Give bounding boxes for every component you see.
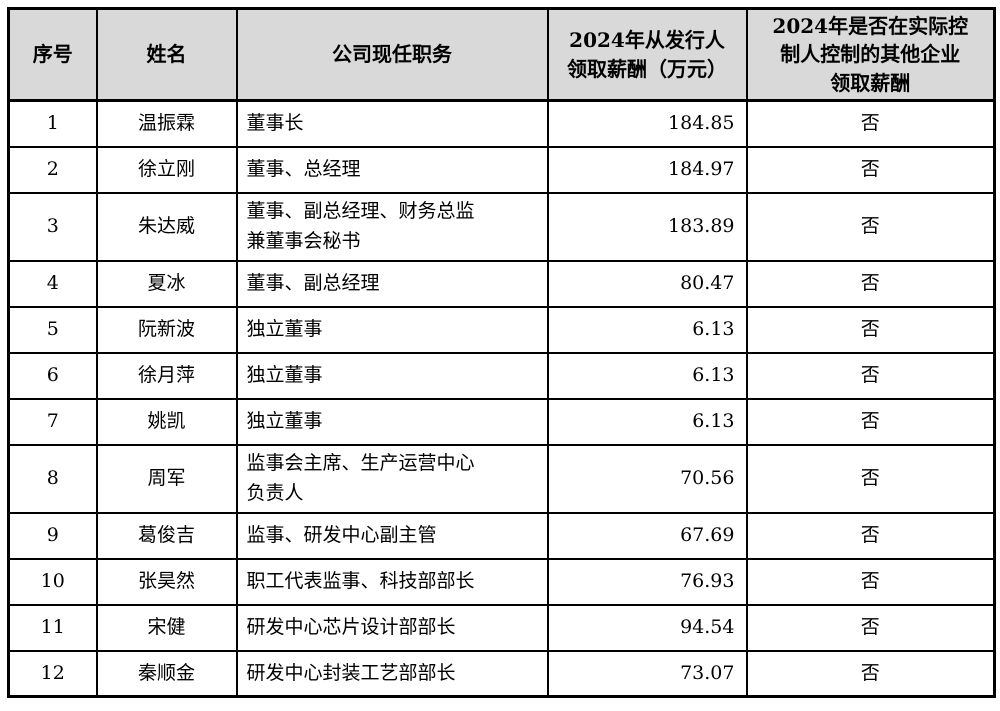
serial-cell: 3: [7, 191, 98, 262]
other-enterprise-salary-cell: 否: [745, 99, 996, 148]
table-row: 12 秦顺金 研发中心封装工艺部部长 73.07 否: [7, 649, 996, 698]
compensation-table: 序号 姓名 公司现任职务 2024年从发行人 领取薪酬（万元） 2024年是否在…: [7, 7, 996, 699]
salary-cell: 80.47: [546, 259, 748, 308]
serial-cell: 2: [7, 145, 98, 194]
other-enterprise-salary-cell: 否: [745, 351, 996, 400]
serial-cell: 6: [7, 351, 98, 400]
other-enterprise-salary-cell: 否: [745, 603, 996, 652]
table-body: 1 温振霖 董事长 184.85 否 2 徐立刚 董事、总经理 184.97 否 3 朱达威 董事、副总…: [7, 99, 996, 698]
position-cell: 董事长: [235, 99, 549, 148]
name-cell: 张昊然: [95, 557, 238, 606]
name-cell: 徐立刚: [95, 145, 238, 194]
table-row: 10 张昊然 职工代表监事、科技部部长 76.93 否: [7, 557, 996, 606]
salary-cell: 6.13: [546, 305, 748, 354]
position-cell: 独立董事: [235, 351, 549, 400]
salary-cell: 184.97: [546, 145, 748, 194]
salary-cell: 94.54: [546, 603, 748, 652]
other-enterprise-salary-cell: 否: [745, 191, 996, 262]
name-cell: 葛俊吉: [95, 511, 238, 560]
position-cell: 监事会主席、生产运营中心 负责人: [235, 443, 549, 514]
salary-cell: 76.93: [546, 557, 748, 606]
position-cell: 研发中心芯片设计部部长: [235, 603, 549, 652]
position-cell: 独立董事: [235, 397, 549, 446]
serial-cell: 9: [7, 511, 98, 560]
salary-cell: 6.13: [546, 397, 748, 446]
serial-cell: 1: [7, 99, 98, 148]
other-enterprise-salary-cell: 否: [745, 145, 996, 194]
table-row: 4 夏冰 董事、副总经理 80.47 否: [7, 259, 996, 308]
table-row: 6 徐月萍 独立董事 6.13 否: [7, 351, 996, 400]
header-cell-serial: 序号: [7, 7, 98, 103]
table-row: 3 朱达威 董事、副总经理、财务总监 兼董事会秘书 183.89 否: [7, 191, 996, 262]
table-header: 序号 姓名 公司现任职务 2024年从发行人 领取薪酬（万元） 2024年是否在…: [7, 7, 996, 103]
other-enterprise-salary-cell: 否: [745, 259, 996, 308]
other-enterprise-salary-cell: 否: [745, 397, 996, 446]
position-cell: 监事、研发中心副主管: [235, 511, 549, 560]
position-cell: 董事、副总经理、财务总监 兼董事会秘书: [235, 191, 549, 262]
position-cell: 董事、总经理: [235, 145, 549, 194]
name-cell: 徐月萍: [95, 351, 238, 400]
position-cell: 独立董事: [235, 305, 549, 354]
table-row: 7 姚凯 独立董事 6.13 否: [7, 397, 996, 446]
other-enterprise-salary-cell: 否: [745, 443, 996, 514]
header-cell-other: 2024年是否在实际控 制人控制的其他企业 领取薪酬: [745, 7, 996, 103]
serial-cell: 12: [7, 649, 98, 698]
compensation-table-container: 序号 姓名 公司现任职务 2024年从发行人 领取薪酬（万元） 2024年是否在…: [7, 7, 996, 699]
other-enterprise-salary-cell: 否: [745, 511, 996, 560]
salary-cell: 70.56: [546, 443, 748, 514]
salary-cell: 67.69: [546, 511, 748, 560]
header-cell-name: 姓名: [95, 7, 238, 103]
table-row: 5 阮新波 独立董事 6.13 否: [7, 305, 996, 354]
name-cell: 夏冰: [95, 259, 238, 308]
salary-cell: 184.85: [546, 99, 748, 148]
serial-cell: 10: [7, 557, 98, 606]
salary-cell: 183.89: [546, 191, 748, 262]
serial-cell: 7: [7, 397, 98, 446]
header-row: 序号 姓名 公司现任职务 2024年从发行人 领取薪酬（万元） 2024年是否在…: [7, 7, 996, 103]
name-cell: 周军: [95, 443, 238, 514]
name-cell: 姚凯: [95, 397, 238, 446]
name-cell: 朱达威: [95, 191, 238, 262]
salary-cell: 6.13: [546, 351, 748, 400]
name-cell: 温振霖: [95, 99, 238, 148]
serial-cell: 4: [7, 259, 98, 308]
serial-cell: 5: [7, 305, 98, 354]
other-enterprise-salary-cell: 否: [745, 649, 996, 698]
position-cell: 董事、副总经理: [235, 259, 549, 308]
table-row: 8 周军 监事会主席、生产运营中心 负责人 70.56 否: [7, 443, 996, 514]
table-row: 2 徐立刚 董事、总经理 184.97 否: [7, 145, 996, 194]
header-cell-position: 公司现任职务: [235, 7, 549, 103]
serial-cell: 11: [7, 603, 98, 652]
other-enterprise-salary-cell: 否: [745, 557, 996, 606]
serial-cell: 8: [7, 443, 98, 514]
header-cell-salary: 2024年从发行人 领取薪酬（万元）: [546, 7, 748, 103]
name-cell: 秦顺金: [95, 649, 238, 698]
position-cell: 职工代表监事、科技部部长: [235, 557, 549, 606]
name-cell: 宋健: [95, 603, 238, 652]
salary-cell: 73.07: [546, 649, 748, 698]
other-enterprise-salary-cell: 否: [745, 305, 996, 354]
table-row: 9 葛俊吉 监事、研发中心副主管 67.69 否: [7, 511, 996, 560]
position-cell: 研发中心封装工艺部部长: [235, 649, 549, 698]
table-row: 1 温振霖 董事长 184.85 否: [7, 99, 996, 148]
name-cell: 阮新波: [95, 305, 238, 354]
table-row: 11 宋健 研发中心芯片设计部部长 94.54 否: [7, 603, 996, 652]
